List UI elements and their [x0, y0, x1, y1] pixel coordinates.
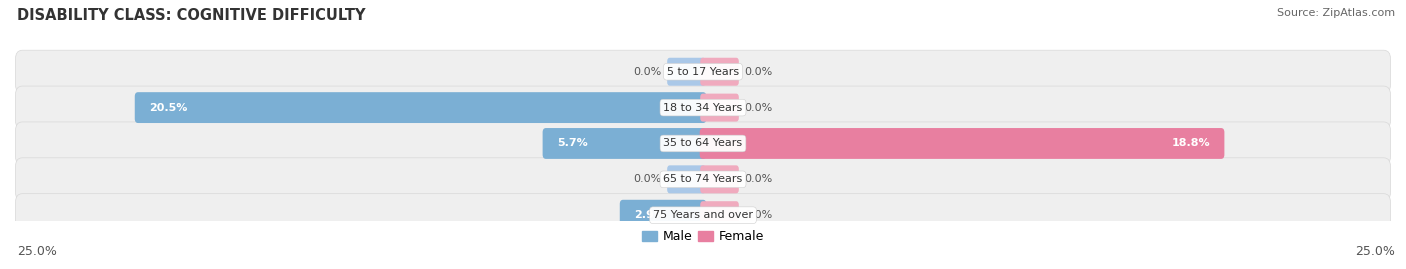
FancyBboxPatch shape: [700, 165, 738, 193]
Text: 5 to 17 Years: 5 to 17 Years: [666, 67, 740, 77]
Text: 65 to 74 Years: 65 to 74 Years: [664, 174, 742, 184]
Text: 0.0%: 0.0%: [744, 210, 772, 220]
Text: DISABILITY CLASS: COGNITIVE DIFFICULTY: DISABILITY CLASS: COGNITIVE DIFFICULTY: [17, 8, 366, 23]
Text: 25.0%: 25.0%: [17, 245, 56, 258]
FancyBboxPatch shape: [15, 194, 1391, 237]
FancyBboxPatch shape: [543, 128, 706, 159]
FancyBboxPatch shape: [700, 128, 1225, 159]
Text: 2.9%: 2.9%: [634, 210, 665, 220]
FancyBboxPatch shape: [15, 158, 1391, 201]
FancyBboxPatch shape: [135, 92, 706, 123]
Text: 18 to 34 Years: 18 to 34 Years: [664, 102, 742, 113]
Text: Source: ZipAtlas.com: Source: ZipAtlas.com: [1277, 8, 1395, 18]
Text: 25.0%: 25.0%: [1355, 245, 1395, 258]
Text: 0.0%: 0.0%: [744, 67, 772, 77]
Text: 75 Years and over: 75 Years and over: [652, 210, 754, 220]
FancyBboxPatch shape: [15, 122, 1391, 165]
FancyBboxPatch shape: [15, 86, 1391, 129]
FancyBboxPatch shape: [620, 200, 706, 231]
FancyBboxPatch shape: [700, 94, 738, 122]
Text: 0.0%: 0.0%: [744, 174, 772, 184]
Legend: Male, Female: Male, Female: [637, 225, 769, 248]
FancyBboxPatch shape: [700, 201, 738, 229]
FancyBboxPatch shape: [668, 165, 706, 193]
Text: 18.8%: 18.8%: [1171, 139, 1211, 148]
Text: 0.0%: 0.0%: [634, 174, 662, 184]
Text: 20.5%: 20.5%: [149, 102, 187, 113]
FancyBboxPatch shape: [700, 58, 738, 86]
FancyBboxPatch shape: [668, 58, 706, 86]
Text: 0.0%: 0.0%: [634, 67, 662, 77]
Text: 5.7%: 5.7%: [557, 139, 588, 148]
Text: 0.0%: 0.0%: [744, 102, 772, 113]
Text: 35 to 64 Years: 35 to 64 Years: [664, 139, 742, 148]
FancyBboxPatch shape: [15, 50, 1391, 93]
